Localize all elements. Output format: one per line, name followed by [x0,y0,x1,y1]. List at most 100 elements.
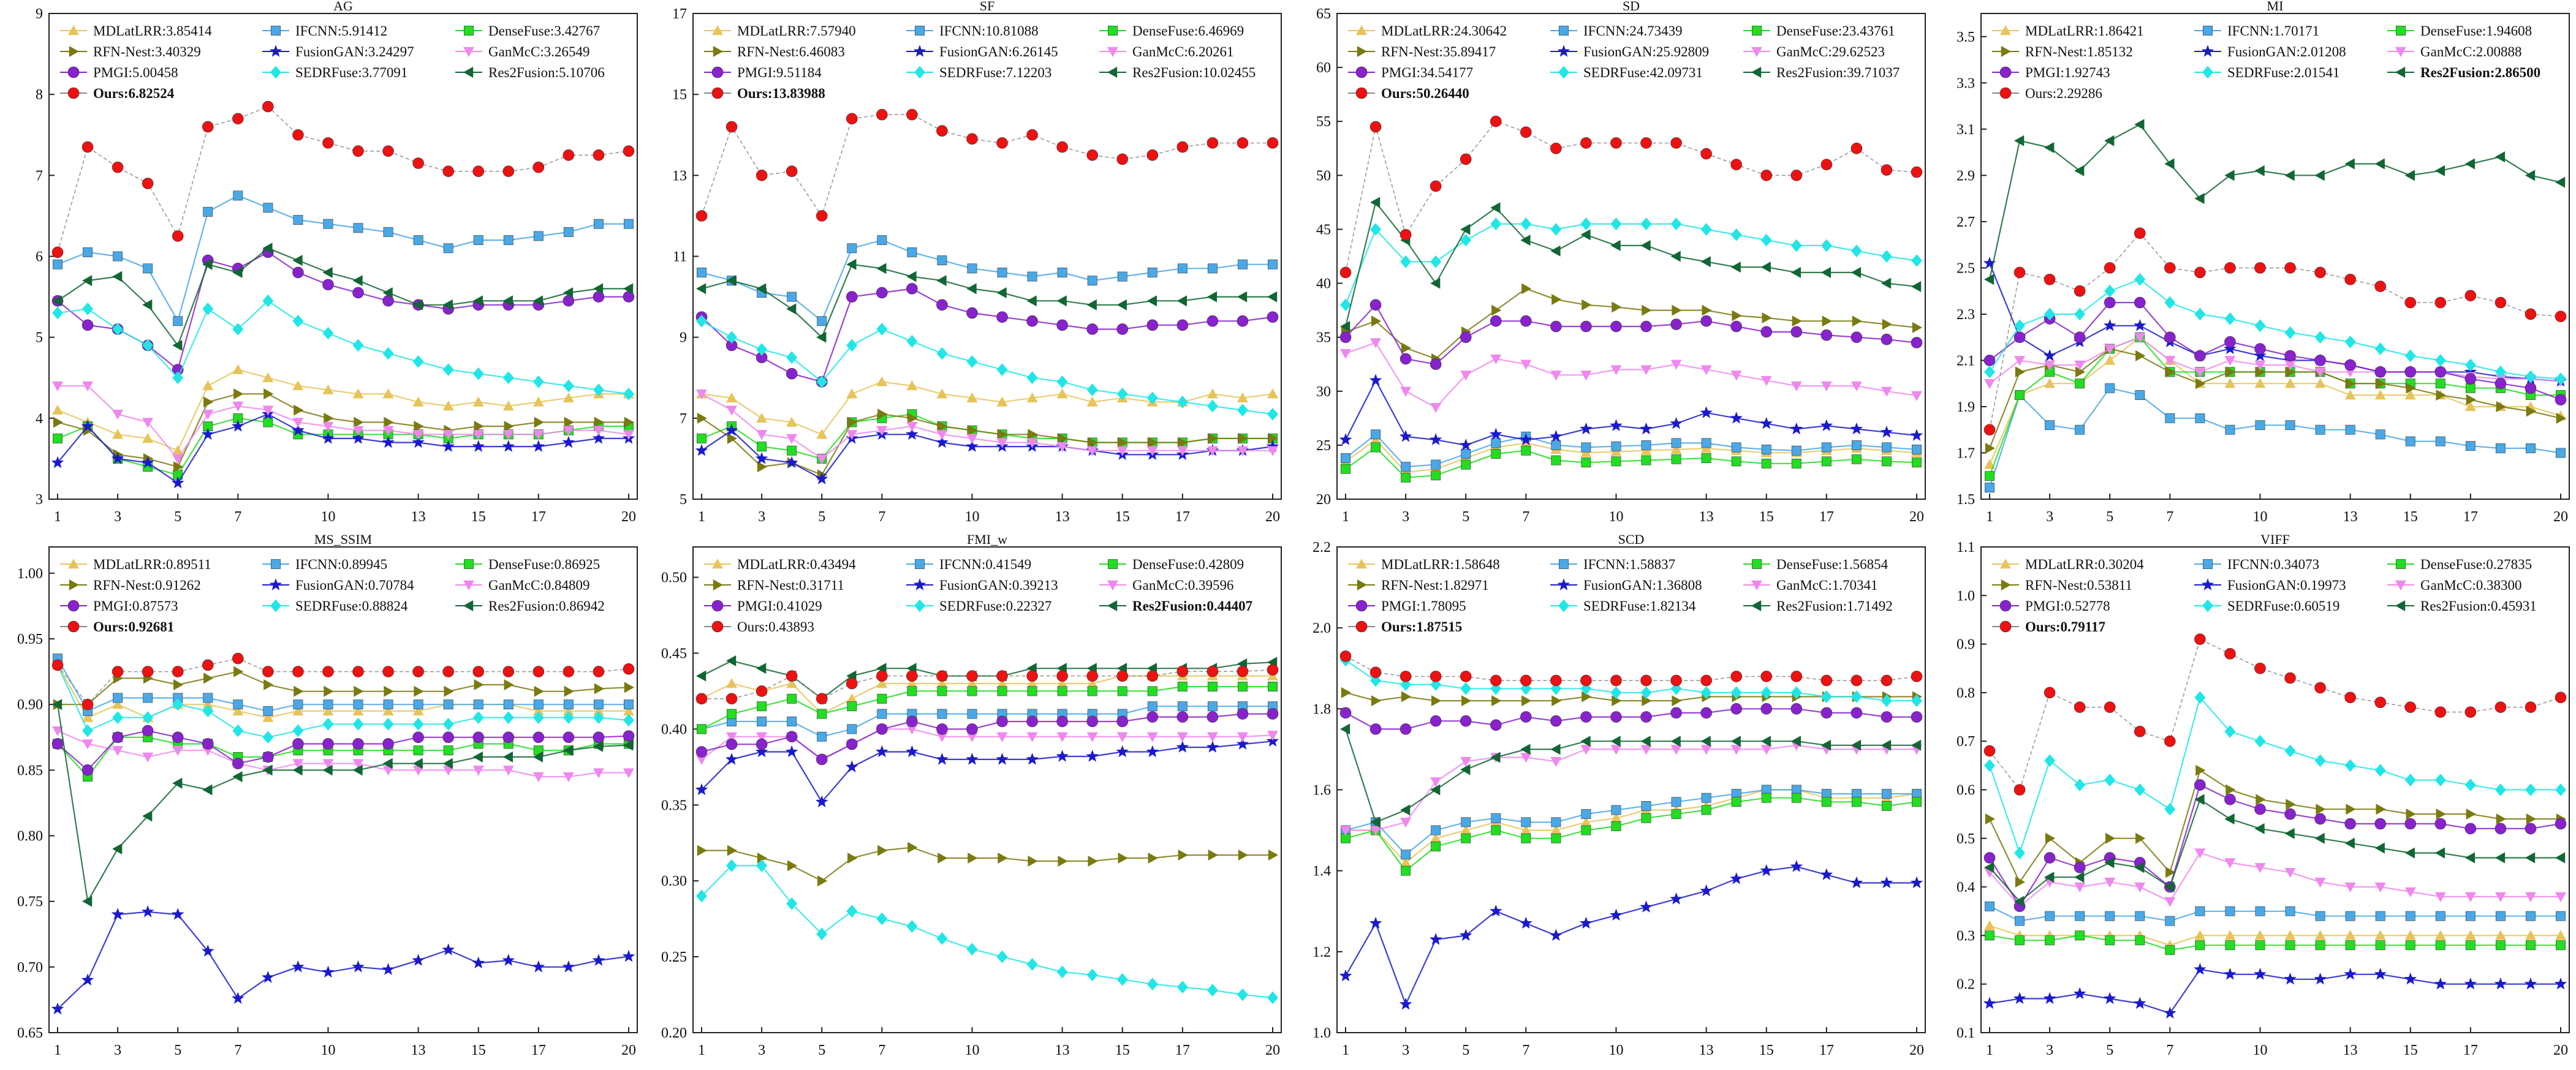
y-tick-label: 1.1 [1957,540,1975,556]
data-point [2075,424,2085,435]
data-point [847,853,858,864]
legend-entry: Res2Fusion:0.45931 [2387,598,2537,614]
legend-entry: FusionGAN:0.19973 [2194,578,2346,593]
legend-swatch-marker [2396,559,2406,569]
x-tick-label: 15 [471,1042,486,1058]
series-7 [1340,654,1922,707]
data-point [534,416,544,428]
x-tick-label: 1 [54,509,61,525]
data-point [172,230,184,242]
legend-entry: SEDRFuse:1.82134 [1550,598,1696,614]
data-point [1491,813,1501,823]
y-tick-label: 0.95 [17,631,43,647]
data-point [2495,296,2507,309]
data-point [996,715,1008,728]
data-point [1551,455,1561,465]
data-point [2195,378,2206,390]
data-point [1237,392,1248,402]
data-point [2255,420,2265,431]
series-8 [1984,119,2566,285]
data-point [936,125,948,137]
data-point [2255,940,2265,951]
data-point [1027,271,1037,282]
data-point [1207,315,1219,327]
legend-entry: Ours:0.79117 [1992,619,2105,635]
legend-label: DenseFuse:6.46969 [1132,23,1244,39]
data-point [562,960,575,973]
data-point [2284,868,2296,878]
data-point [1550,142,1562,154]
legend-entry: FusionGAN:25.92809 [1550,44,1709,59]
data-point [1490,217,1502,230]
data-point [726,732,738,742]
data-point [1850,876,1863,889]
series-4 [695,734,1279,808]
data-point [786,165,798,178]
data-point [2465,383,2476,393]
data-point [1146,391,1158,405]
data-point [292,129,304,141]
data-point [1910,429,1923,441]
x-tick-label: 5 [174,509,181,525]
data-point [726,392,738,402]
data-point [1851,707,1863,719]
data-point [2134,862,2145,873]
data-point [112,271,123,282]
data-point [472,711,484,724]
data-point [1207,446,1218,456]
data-point [2374,842,2385,854]
data-point [2556,448,2566,458]
data-point [906,108,918,121]
series-2 [1341,442,1922,483]
data-point [1671,797,1681,807]
data-point [907,412,918,424]
data-point [232,992,244,1004]
data-point [846,258,857,270]
data-point [1790,326,1803,338]
data-point [1056,715,1068,728]
legend-swatch-marker [67,620,80,633]
data-point [2315,911,2325,921]
data-point [2254,930,2266,940]
data-point [472,956,485,969]
x-tick-label: 10 [320,1042,335,1058]
data-point [233,190,243,201]
data-point [2435,911,2445,921]
data-point [442,731,454,744]
data-point [263,706,273,716]
data-point [785,456,798,469]
data-point [2224,648,2236,660]
legend-swatch-marker [2396,26,2406,36]
data-point [563,287,574,298]
data-point [262,971,275,983]
data-point [1700,745,1712,755]
data-point [2135,832,2146,844]
chart-panel-fmi-w: FMI_w 0.20 0.25 0.30 0.35 0.40 0.45 0.50 1 3 5 7 10 1… [644,532,1288,1067]
data-point [1822,315,1832,327]
x-tick-label: 5 [1462,509,1469,525]
series-9 [51,652,635,710]
y-tick-label: 1.4 [1313,864,1331,880]
data-point [1730,736,1741,747]
data-point [876,323,888,336]
series-6 [1983,779,2567,913]
data-point [727,845,738,856]
data-point [1401,850,1411,860]
legend-label: GanMcC:0.84809 [488,578,589,593]
series-line [57,300,629,395]
legend-entry: Res2Fusion:0.44407 [1099,598,1252,614]
legend-entry: DenseFuse:6.46969 [1099,23,1244,39]
data-point [202,121,214,133]
data-point [203,206,213,217]
data-point [998,853,1008,864]
data-point [2224,725,2236,738]
data-point [2344,158,2355,170]
legend-swatch-marker [1558,66,1569,79]
data-point [1881,277,1892,289]
data-point [1821,442,1832,453]
data-point [1176,319,1189,331]
data-point [966,133,978,145]
legend-label: SEDRFuse:2.01541 [2227,65,2339,80]
